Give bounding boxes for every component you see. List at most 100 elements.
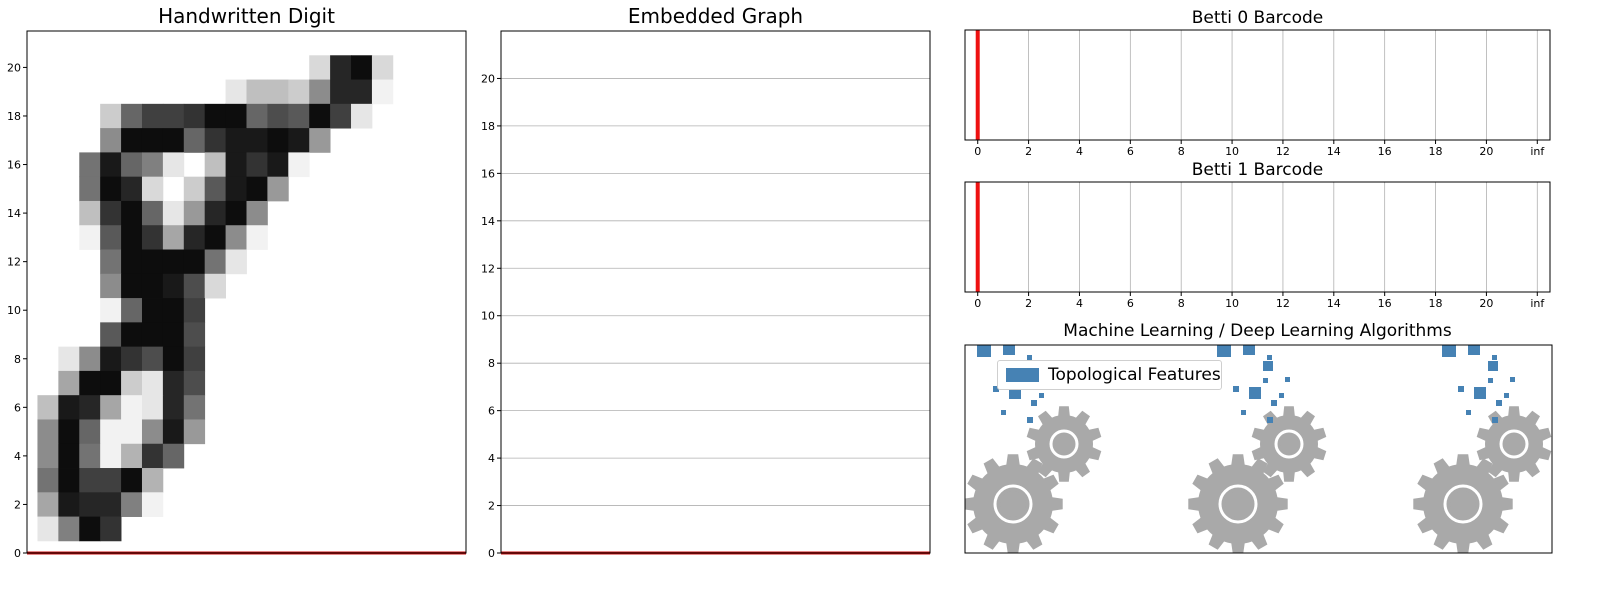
digit-pixel [183, 176, 206, 202]
digit-pixel [141, 370, 164, 396]
digit-pixel [141, 492, 164, 517]
feature-square [1492, 417, 1498, 423]
digit-pixel [37, 419, 59, 445]
digit-pixel [309, 103, 331, 129]
digit-pixel [100, 176, 122, 202]
digit-pixel [37, 492, 59, 517]
feature-square [1027, 417, 1033, 423]
betti0-xtick-label: 4 [1076, 145, 1083, 158]
digit-pixel [79, 176, 101, 202]
betti1-xtick-label: 2 [1025, 297, 1032, 310]
digit-pixel [58, 370, 80, 396]
betti0-xtick-label: 6 [1127, 145, 1134, 158]
digit-pixel [330, 103, 352, 129]
digit-pixel [162, 322, 185, 348]
digit-pixel [162, 443, 185, 469]
digit-pixel [204, 273, 226, 299]
ml-frame [964, 344, 1553, 554]
feature-square [1474, 387, 1486, 399]
digit-pixel [100, 395, 122, 420]
betti0-xtick-label: 14 [1327, 145, 1341, 158]
digit-pixel [183, 370, 206, 396]
digit-pixel [121, 128, 143, 153]
digit-pixel [246, 79, 268, 105]
digit-pixel [121, 249, 143, 275]
feature-square [1496, 400, 1502, 406]
graph-ytick-label: 6 [488, 405, 495, 418]
digit-pixel [58, 346, 80, 372]
feature-square [1241, 410, 1246, 415]
betti0-xtick-label: 18 [1429, 145, 1443, 158]
digit-pixel [58, 516, 80, 542]
digit-pixel [79, 492, 101, 517]
digit-pixel [79, 468, 101, 493]
digit-pixel [225, 225, 247, 250]
digit-pixel [100, 468, 122, 493]
betti0-xtick-label: 10 [1225, 145, 1239, 158]
betti1-frame [964, 181, 1551, 293]
gear-hub [1225, 491, 1251, 517]
digit-ytick-label: 8 [14, 353, 21, 366]
digit-pixel [309, 79, 331, 105]
digit-pixel [79, 200, 101, 226]
digit-pixel [100, 128, 122, 153]
digit-pixel [162, 200, 185, 226]
feature-square [1243, 345, 1255, 355]
betti0-xtick-label: 12 [1276, 145, 1290, 158]
betti0-xtick-label: inf [1530, 145, 1545, 158]
digit-pixel [246, 152, 268, 178]
digit-pixel [37, 468, 59, 493]
betti1-xtick-label: 0 [974, 297, 981, 310]
digit-pixel [141, 468, 164, 493]
betti1-bar [975, 182, 980, 292]
digit-pixel [183, 103, 206, 129]
digit-pixel [371, 79, 394, 105]
digit-pixel [246, 103, 268, 129]
digit-pixel [141, 443, 164, 469]
digit-ytick-label: 14 [7, 207, 21, 220]
digit-pixel [121, 176, 143, 202]
betti0-xtick-label: 20 [1479, 145, 1493, 158]
digit-pixel [267, 103, 289, 129]
digit-pixel [309, 128, 331, 153]
digit-pixel [100, 419, 122, 445]
digit-title: Handwritten Digit [158, 4, 335, 28]
feature-square [1510, 377, 1515, 382]
digit-pixel [351, 55, 373, 80]
digit-pixel [100, 346, 122, 372]
digit-pixel [100, 370, 122, 396]
digit-pixel [330, 55, 352, 80]
digit-pixel [141, 103, 164, 129]
digit-pixel [225, 176, 247, 202]
digit-pixel [141, 200, 164, 226]
digit-pixel [204, 225, 226, 250]
graph-ytick-label: 2 [488, 500, 495, 513]
digit-pixel [162, 273, 185, 299]
betti1-title: Betti 1 Barcode [1191, 160, 1324, 180]
betti1-xtick-label: 4 [1076, 297, 1083, 310]
digit-pixel [58, 443, 80, 469]
digit-pixel [37, 516, 59, 542]
digit-frame [26, 30, 467, 554]
digit-pixel [225, 128, 247, 153]
gear-ring [993, 484, 1033, 524]
betti1-xtick-label: 10 [1225, 297, 1239, 310]
feature-square [1263, 378, 1268, 383]
digit-pixel [121, 225, 143, 250]
feature-square [1249, 387, 1261, 399]
gear-hub [1505, 435, 1523, 453]
digit-pixel [121, 370, 143, 396]
feature-square [1039, 393, 1044, 398]
digit-pixel [246, 200, 268, 226]
digit-pixel [121, 152, 143, 178]
digit-pixel [141, 395, 164, 420]
digit-pixel [183, 249, 206, 275]
feature-square [1488, 361, 1498, 371]
betti1-xtick-label: 18 [1429, 297, 1443, 310]
feature-square [1466, 410, 1471, 415]
digit-pixel [183, 298, 206, 323]
digit-pixel [246, 128, 268, 153]
digit-pixel [58, 395, 80, 420]
digit-pixel [121, 322, 143, 348]
